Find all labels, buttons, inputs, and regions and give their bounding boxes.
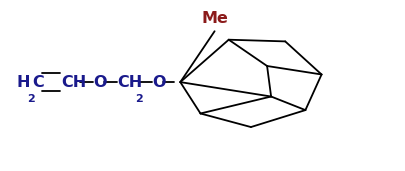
Text: 2: 2 <box>27 94 35 104</box>
Text: Me: Me <box>201 11 228 26</box>
Text: CH: CH <box>61 75 87 90</box>
Text: C: C <box>32 75 43 90</box>
Text: CH: CH <box>118 75 143 90</box>
Text: H: H <box>17 75 30 90</box>
Text: O: O <box>94 75 107 90</box>
Text: O: O <box>152 75 166 90</box>
Text: 2: 2 <box>135 94 143 104</box>
